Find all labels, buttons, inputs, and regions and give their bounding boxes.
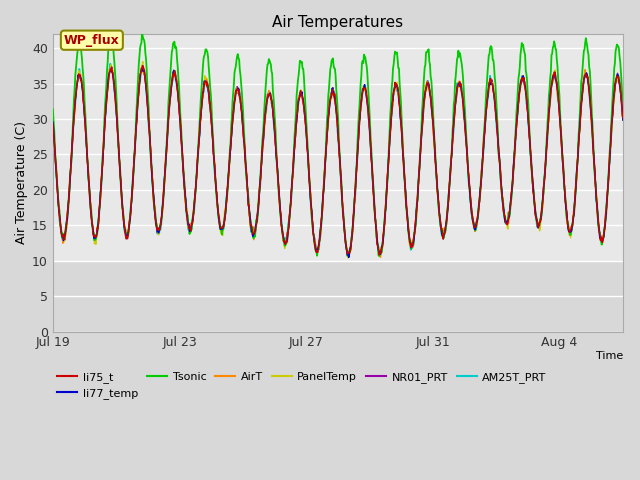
Legend: li75_t, li77_temp, Tsonic, AirT, PanelTemp, NR01_PRT, AM25T_PRT: li75_t, li77_temp, Tsonic, AirT, PanelTe… (53, 367, 551, 404)
Text: WP_flux: WP_flux (64, 34, 120, 47)
Title: Air Temperatures: Air Temperatures (272, 15, 403, 30)
Bar (53, 261, 623, 332)
Y-axis label: Air Temperature (C): Air Temperature (C) (15, 121, 28, 244)
X-axis label: Time: Time (596, 351, 623, 361)
